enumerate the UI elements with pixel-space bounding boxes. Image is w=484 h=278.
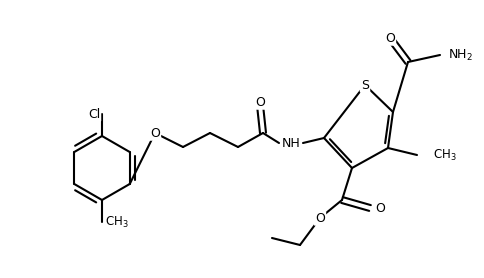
Text: O: O [315, 212, 325, 225]
Text: NH: NH [282, 136, 301, 150]
Text: CH$_3$: CH$_3$ [105, 214, 129, 230]
Text: O: O [150, 126, 160, 140]
Text: NH$_2$: NH$_2$ [448, 48, 473, 63]
Text: O: O [385, 31, 395, 44]
Text: S: S [361, 78, 369, 91]
Text: CH$_3$: CH$_3$ [433, 147, 457, 163]
Text: O: O [255, 96, 265, 108]
Text: Cl: Cl [88, 108, 100, 120]
Text: O: O [375, 202, 385, 215]
